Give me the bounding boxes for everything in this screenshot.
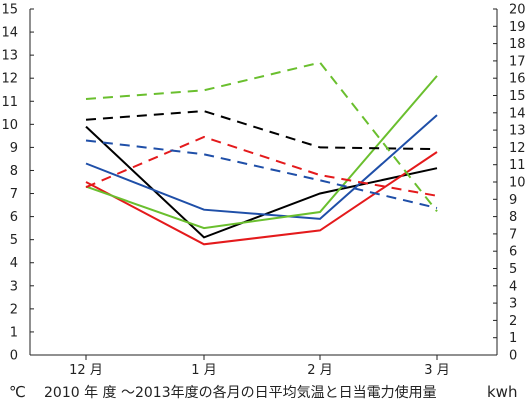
right-tick-label: 6	[509, 245, 517, 260]
left-tick-label: 13	[1, 49, 18, 64]
left-tick-label: 4	[10, 256, 18, 271]
dashed-series-line-5	[85, 110, 438, 151]
right-tick-label: 5	[509, 262, 517, 277]
left-tick-label: 2	[10, 302, 18, 317]
right-tick-label: 8	[509, 210, 517, 225]
left-tick-label: 7	[10, 187, 18, 202]
right-tick-label: 18	[509, 37, 526, 52]
x-tick-label: 1 月	[191, 363, 216, 378]
left-tick-label: 11	[1, 95, 18, 110]
left-tick-label: 14	[1, 26, 18, 41]
left-tick-label: 1	[10, 325, 18, 340]
left-tick-label: 3	[10, 279, 18, 294]
axes	[29, 9, 498, 356]
left-tick-label: 6	[10, 210, 18, 225]
right-tick-label: 13	[509, 124, 526, 139]
solid-series-line-2	[85, 151, 438, 246]
right-tick-label: 0	[509, 349, 517, 364]
right-tick-label: 3	[509, 297, 517, 312]
dashed-series-line-8	[85, 61, 438, 213]
right-tick-label: 1	[509, 331, 517, 346]
solid-series-line-4	[85, 75, 438, 230]
right-tick-label: 2	[509, 314, 517, 329]
right-axis-unit: kwh	[487, 383, 517, 401]
left-tick-label: 5	[10, 233, 18, 248]
right-tick-label: 12	[509, 141, 526, 156]
left-tick-label: 8	[10, 164, 18, 179]
left-tick-label: 9	[10, 141, 18, 156]
series-layer	[85, 61, 438, 246]
solid-series-line-3	[85, 114, 438, 220]
dashed-series-line-6	[85, 135, 438, 197]
x-tick-label: 2 月	[307, 363, 332, 378]
right-tick-label: 14	[509, 106, 526, 121]
chart-title: 2010 年 度 ～2013年度の各月の日平均気温と日当電力使用量	[44, 384, 437, 401]
x-axis-ticks: 12 月 1 月 2 月 3 月	[69, 355, 450, 378]
right-tick-label: 4	[509, 279, 517, 294]
right-tick-label: 17	[509, 54, 526, 69]
right-tick-label: 16	[509, 72, 526, 87]
right-tick-label: 10	[509, 176, 526, 191]
x-tick-label: 3 月	[424, 363, 449, 378]
right-tick-label: 11	[509, 158, 526, 173]
right-tick-label: 15	[509, 89, 526, 104]
right-tick-label: 9	[509, 193, 517, 208]
right-tick-label: 19	[509, 20, 526, 35]
right-tick-label: 20	[509, 3, 526, 18]
left-axis-unit: ℃	[9, 383, 26, 401]
dashed-series-line-7	[85, 139, 438, 209]
solid-series-line-1	[85, 125, 438, 239]
right-tick-label: 7	[509, 227, 517, 242]
left-tick-label: 15	[1, 3, 18, 18]
left-tick-label: 12	[1, 72, 18, 87]
left-tick-label: 0	[10, 349, 18, 364]
left-tick-label: 10	[1, 118, 18, 133]
x-tick-label: 12 月	[69, 363, 103, 378]
